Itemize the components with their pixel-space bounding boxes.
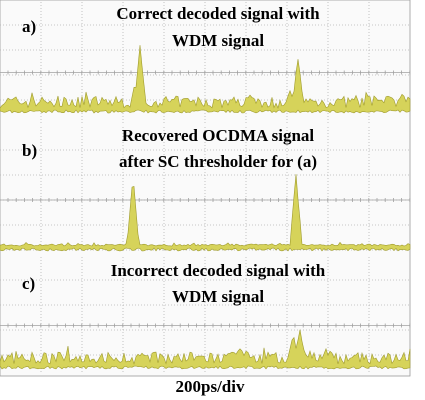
panel-label: b)	[22, 141, 37, 160]
panel-label: a)	[22, 17, 36, 36]
panel-title: WDM signal	[172, 287, 264, 306]
panel-title: after SC thresholder for (a)	[119, 152, 317, 171]
panel-title: WDM signal	[172, 31, 264, 50]
panel-title: Incorrect decoded signal with	[111, 261, 326, 280]
panel-title: Recovered OCDMA signal	[122, 126, 315, 145]
time-scale: 200ps/div	[176, 377, 245, 396]
figure: a) Correct decoded signal with WDM signal b…	[0, 0, 425, 400]
panel-title: Correct decoded signal with	[116, 4, 320, 23]
panel-label: c)	[22, 274, 35, 293]
